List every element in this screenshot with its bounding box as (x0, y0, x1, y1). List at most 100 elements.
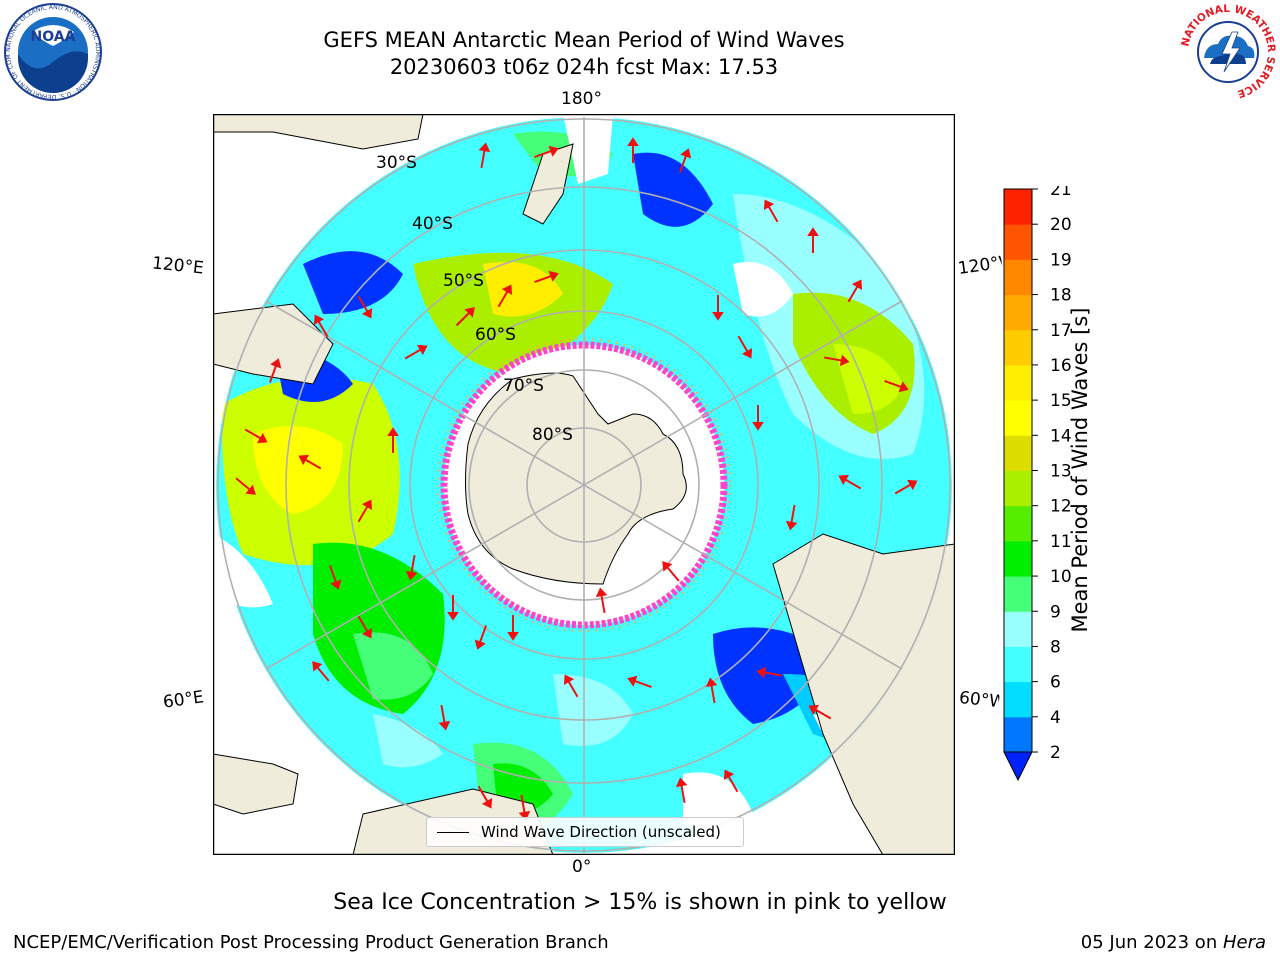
colorbar-segment (1004, 540, 1032, 577)
colorbar-label: Mean Period of Wind Waves [s] (1068, 307, 1092, 633)
map-frame (213, 114, 955, 855)
colorbar-tick-label: 12 (1050, 497, 1072, 517)
colorbar-tick-label: 6 (1050, 673, 1061, 693)
arrow (595, 587, 608, 614)
arrow (723, 769, 739, 793)
arrow (313, 314, 329, 338)
arrow (712, 295, 724, 321)
arrow (823, 354, 850, 367)
arrow (455, 307, 475, 327)
arrow (507, 615, 519, 641)
lon-label-180: 180° (561, 89, 602, 109)
colorbar-segment (1004, 435, 1032, 471)
arrow (478, 142, 491, 169)
colorbar-segment (1004, 294, 1032, 331)
colorbar-tick-label: 15 (1050, 391, 1072, 411)
arrow (404, 344, 428, 360)
arrow (357, 295, 373, 319)
colorbar-tick-label: 19 (1050, 250, 1072, 270)
colorbar-segment (1004, 329, 1032, 366)
colorbar-segment (1004, 189, 1032, 225)
arrow (847, 279, 863, 303)
arrow (563, 674, 579, 698)
arrow (807, 227, 819, 253)
colorbar-segment (1004, 576, 1032, 612)
lon-label-120e: 120°E (151, 253, 205, 279)
colorbar-extend-triangle (1003, 751, 1033, 782)
arrow (387, 427, 399, 453)
colorbar-segments (1003, 188, 1033, 782)
colorbar-segment (1004, 364, 1032, 401)
arrow (752, 405, 764, 431)
colorbar-tick-label: 8 (1050, 637, 1061, 657)
arrow (298, 454, 322, 470)
legend-line-swatch (437, 831, 469, 833)
chart-title: GEFS MEAN Antarctic Mean Period of Wind … (323, 28, 845, 52)
arrow (438, 704, 451, 731)
colorbar-tick-label: 17 (1050, 321, 1072, 341)
arrow (244, 428, 268, 444)
sea-ice-note: Sea Ice Concentration > 15% is shown in … (333, 890, 947, 915)
polar-map: 30°S 40°S 50°S 60°S 70°S 80°S (213, 114, 955, 855)
lat-label-30s: 30°S (376, 153, 417, 173)
colorbar-tick-label: 9 (1050, 602, 1061, 622)
arrow (808, 704, 832, 720)
lon-label-0: 0° (572, 857, 592, 877)
colorbar-segment (1004, 681, 1032, 718)
arrow (705, 677, 718, 704)
graticule (217, 117, 951, 853)
arrow (328, 565, 342, 590)
colorbar-tick-label: 4 (1050, 708, 1061, 728)
colorbar-ticks: 2 4 6 8 9 10 11 12 13 14 15 16 17 18 19 20 21 (1032, 186, 1072, 763)
colorbar-tick-label: 18 (1050, 286, 1072, 306)
lat-label-40s: 40°S (412, 214, 453, 234)
colorbar-tick-label: 2 (1050, 743, 1061, 763)
arrow (497, 284, 513, 308)
footer-date-text: 05 Jun 2023 on (1080, 932, 1223, 953)
colorbar-segment (1004, 400, 1032, 436)
colorbar: 2 4 6 8 9 10 11 12 13 14 15 16 17 18 19 20 21 (1003, 186, 1072, 782)
colorbar-tick-label: 14 (1050, 426, 1072, 446)
arrow (405, 554, 418, 581)
colorbar-segment (1004, 646, 1032, 683)
arrow (678, 148, 692, 173)
colorbar-segment (1004, 259, 1032, 296)
arrow (785, 504, 798, 531)
lat-label-60s: 60°S (475, 325, 516, 345)
map-legend: Wind Wave Direction (unscaled) (426, 817, 744, 847)
colorbar-segment (1004, 611, 1032, 647)
arrow (763, 199, 779, 223)
arrow (627, 675, 652, 689)
arrow (235, 477, 256, 495)
noaa-wordmark: NOAA (31, 29, 76, 45)
lat-label-80s: 80°S (532, 425, 573, 445)
colorbar-tick-label: 21 (1050, 186, 1072, 200)
arrow (662, 561, 680, 582)
colorbar-segment (1004, 224, 1032, 260)
arrow (675, 777, 688, 804)
arrow (737, 335, 753, 359)
colorbar-tick-label: 10 (1050, 567, 1072, 587)
colorbar-segment (1004, 716, 1032, 753)
arrow (357, 615, 373, 639)
nws-logo: NATIONAL WEATHER SERVICE (1179, 3, 1277, 100)
arrow (474, 625, 488, 650)
lon-label-120w: 120°W (956, 253, 1004, 279)
arrow (447, 595, 459, 621)
arrow (756, 666, 783, 679)
arrow (534, 270, 559, 284)
colorbar-segment (1004, 470, 1032, 507)
lat-label-50s: 50°S (443, 271, 484, 291)
footer-host: Hera (1222, 932, 1266, 953)
wind-wave-arrows (235, 137, 918, 821)
lon-label-60e: 60°E (161, 687, 206, 713)
arrow (268, 358, 282, 383)
arrow (312, 661, 330, 682)
colorbar-tick-label: 11 (1050, 532, 1072, 552)
footer-date: 05 Jun 2023 on Hera (1081, 932, 1266, 953)
colorbar-segment (1004, 505, 1032, 542)
arrow (477, 785, 493, 809)
arrow (894, 479, 918, 495)
chart-subtitle: 20230603 t06z 024h fcst Max: 17.53 (389, 55, 779, 79)
colorbar-tick-label: 20 (1050, 215, 1072, 235)
